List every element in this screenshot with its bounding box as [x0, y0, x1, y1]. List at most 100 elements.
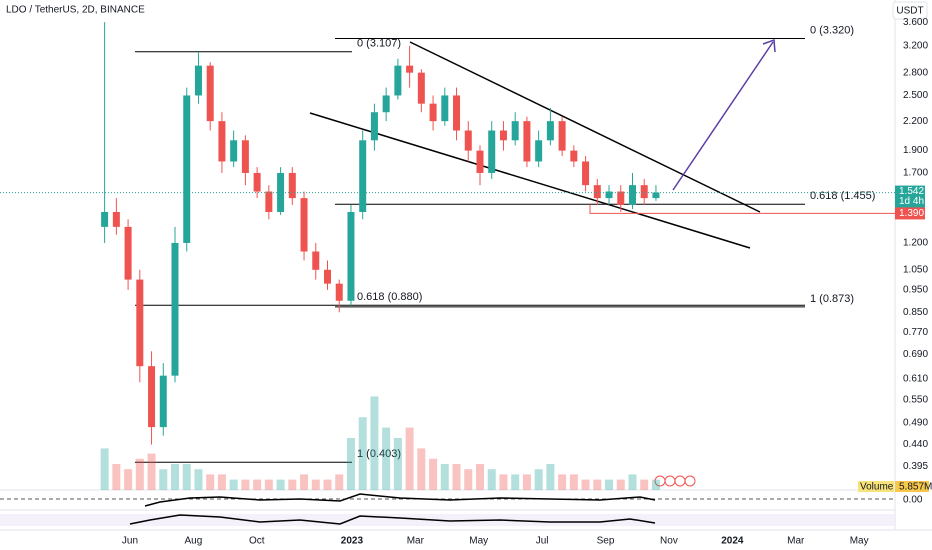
- candle-body: [570, 150, 578, 162]
- y-tick-label: 0.490: [903, 418, 928, 429]
- volume-ma-value: 5.857M: [899, 482, 932, 493]
- candle-body: [148, 366, 156, 428]
- x-tick-label: Mar: [787, 536, 805, 547]
- volume-bar: [522, 474, 531, 490]
- volume-bar: [475, 464, 484, 490]
- volume-ma-box: [895, 481, 929, 492]
- volume-bar: [581, 479, 590, 490]
- oscillator-line: [144, 493, 656, 507]
- volume-bar: [253, 479, 262, 490]
- chart-title: LDO / TetherUS, 2D, BINANCE: [6, 5, 145, 16]
- fib-label: 1 (0.873): [810, 293, 854, 305]
- volume-bar: [346, 438, 355, 490]
- volume-bar: [651, 479, 660, 490]
- candle-body: [511, 121, 519, 141]
- volume-bar: [112, 464, 121, 490]
- volume-bar: [171, 464, 180, 490]
- candle-body: [617, 191, 625, 205]
- candle-body: [476, 150, 484, 173]
- y-tick-label: 3.200: [903, 40, 928, 51]
- volume-bar: [182, 464, 191, 490]
- candle-body: [230, 140, 238, 162]
- volume-bar: [534, 469, 543, 490]
- volume-bar: [241, 479, 250, 490]
- fib-label: 0.618 (1.455): [810, 190, 875, 202]
- candle-body: [347, 211, 355, 301]
- fib-label: 0 (3.107): [357, 38, 401, 50]
- x-tick-label: Nov: [660, 536, 678, 547]
- volume-bar: [358, 417, 367, 490]
- event-icon[interactable]: [664, 475, 676, 487]
- candle-body: [359, 140, 367, 212]
- y-tick-label: 2.500: [903, 90, 928, 101]
- trendline: [309, 112, 751, 249]
- x-tick-label: Oct: [249, 536, 265, 547]
- alert-line: [589, 204, 895, 214]
- candle-body: [136, 279, 144, 367]
- volume-bar: [628, 474, 637, 490]
- y-tick-label: 0.850: [903, 307, 928, 318]
- x-tick-label: Aug: [184, 536, 202, 547]
- candle-body: [253, 172, 261, 192]
- candle-body: [382, 95, 390, 113]
- candle-body: [582, 161, 590, 186]
- candle-body: [464, 130, 472, 151]
- candle-body: [640, 185, 648, 199]
- volume-bar: [569, 474, 578, 490]
- volume-bar: [335, 474, 344, 490]
- volume-bar: [206, 474, 215, 490]
- volume-bar: [382, 427, 391, 490]
- oscillator-line: [129, 514, 656, 525]
- candle-body: [159, 375, 167, 428]
- candle-body: [558, 121, 566, 151]
- event-icon[interactable]: [674, 475, 686, 487]
- candle-body: [523, 121, 531, 162]
- volume-bar: [640, 479, 649, 490]
- event-icon[interactable]: [684, 475, 696, 487]
- currency-box[interactable]: [892, 1, 928, 20]
- fib-label: 1 (0.403): [357, 448, 401, 460]
- volume-bar: [124, 469, 133, 490]
- candle-body: [441, 95, 449, 122]
- volume-ma-name: Volume MA: [860, 482, 911, 493]
- volume-bar: [499, 474, 508, 490]
- arrow-head: [762, 38, 776, 53]
- y-tick-label: 0.610: [903, 374, 928, 385]
- volume-bar: [452, 464, 461, 490]
- y-tick-label: 0.770: [903, 327, 928, 338]
- fib-label: 0.618 (0.880): [357, 291, 422, 303]
- countdown: 1d 4h: [899, 196, 924, 207]
- volume-bar: [370, 396, 379, 490]
- y-tick-label: 1.700: [903, 168, 928, 179]
- volume-bar: [217, 474, 226, 490]
- x-tick-label: Mar: [407, 536, 425, 547]
- volume-bar: [558, 474, 567, 490]
- candle-body: [171, 242, 179, 376]
- volume-bar: [593, 479, 602, 490]
- volume-bar: [276, 479, 285, 490]
- volume-bar: [147, 453, 156, 490]
- candle-body: [406, 65, 414, 73]
- volume-bar: [264, 479, 273, 490]
- candle-body: [335, 283, 343, 301]
- volume-bar: [159, 469, 168, 490]
- currency[interactable]: USDT: [896, 6, 923, 17]
- volume-bar: [300, 474, 309, 490]
- y-tick-label: 0.395: [903, 461, 928, 472]
- candle-body: [241, 140, 249, 173]
- last-price-box: [895, 185, 925, 208]
- candle-body: [546, 121, 554, 141]
- candle-body: [417, 72, 425, 104]
- volume-bar: [429, 458, 438, 490]
- volume-bar: [605, 479, 614, 490]
- last-price-label: 1.542: [899, 186, 924, 197]
- y-tick-label: 1.200: [903, 238, 928, 249]
- volume-bar: [487, 469, 496, 490]
- volume-bar: [405, 427, 414, 490]
- volume-bar: [440, 464, 449, 490]
- candle-body: [488, 130, 496, 173]
- x-tick-label: Sep: [597, 536, 615, 547]
- y-tick-label: 2.200: [903, 116, 928, 127]
